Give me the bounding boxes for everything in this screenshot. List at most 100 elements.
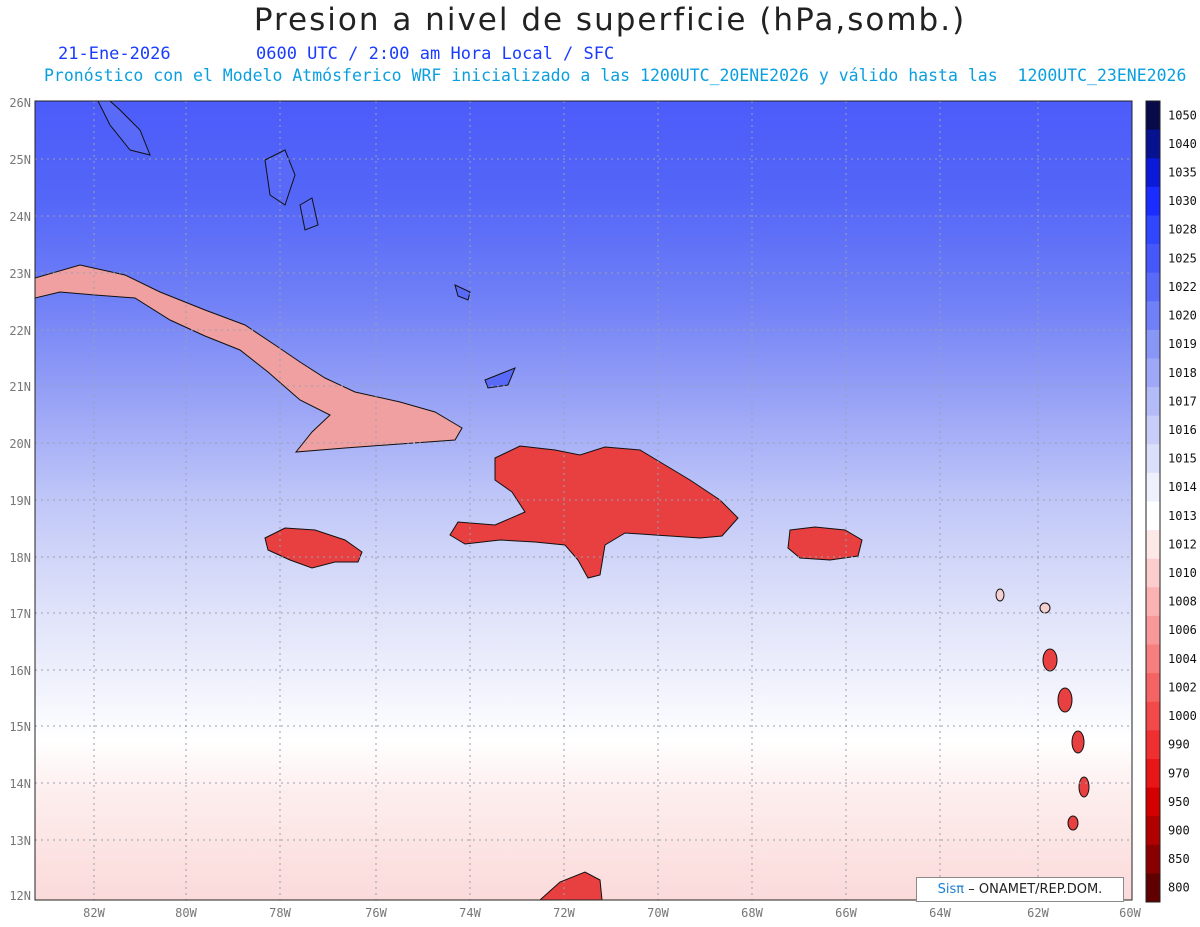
colorbar-label: 1020 <box>1168 309 1197 323</box>
lat-label: 25N <box>9 153 31 167</box>
lon-label: 66W <box>835 906 857 920</box>
colorbar-label: 1015 <box>1168 452 1197 466</box>
colorbar-label: 950 <box>1168 795 1190 809</box>
colorbar-label: 1014 <box>1168 480 1197 494</box>
colorbar-label: 1002 <box>1168 680 1197 694</box>
lat-label: 19N <box>9 494 31 508</box>
colorbar-swatch <box>1146 301 1160 331</box>
colorbar-swatch <box>1146 158 1160 188</box>
south-america-coast <box>539 871 603 900</box>
lat-label: 16N <box>9 664 31 678</box>
colorbar-swatch <box>1146 587 1160 617</box>
latitude-labels: 26N 25N 24N 23N 22N 21N 20N 19N 18N 17N … <box>9 96 31 903</box>
colorbar-swatch <box>1146 215 1160 245</box>
colorbar-swatch <box>1146 329 1160 359</box>
colorbar-label: 1030 <box>1168 194 1197 208</box>
colorbar-swatch <box>1146 244 1160 274</box>
lon-label: 70W <box>647 906 669 920</box>
colorbar-label: 1016 <box>1168 423 1197 437</box>
colorbar-label: 1017 <box>1168 394 1197 408</box>
colorbar-swatch <box>1146 873 1160 903</box>
colorbar-swatch <box>1146 530 1160 560</box>
colorbar-swatch <box>1146 787 1160 817</box>
map-title: Presion a nivel de superficie (hPa,somb.… <box>253 2 967 38</box>
lon-label: 80W <box>175 906 197 920</box>
lat-label: 14N <box>9 777 31 791</box>
colorbar-swatch <box>1146 644 1160 674</box>
colorbar-swatch <box>1146 758 1160 789</box>
colorbar-label: 970 <box>1168 766 1190 780</box>
colorbar-label: 1050 <box>1168 108 1197 122</box>
map-frame <box>34 100 1133 901</box>
lat-label: 23N <box>9 267 31 281</box>
colorbar-swatch <box>1146 701 1160 731</box>
lat-label: 26N <box>9 96 31 110</box>
colorbar-swatch <box>1146 730 1160 760</box>
valid-time: 0600 UTC / 2:00 am Hora Local / SFC <box>256 44 615 64</box>
lat-label: 18N <box>9 551 31 565</box>
puerto-rico-land <box>787 526 863 561</box>
colorbar-label: 1022 <box>1168 280 1197 294</box>
colorbar-label: 900 <box>1168 823 1190 837</box>
colorbar-swatch <box>1146 186 1160 216</box>
lon-label: 72W <box>553 906 575 920</box>
colorbar-label: 1040 <box>1168 137 1197 151</box>
lon-label: 78W <box>269 906 291 920</box>
colorbar-label: 1010 <box>1168 566 1197 580</box>
colorbar-swatch <box>1146 558 1160 588</box>
credit-text: – ONAMET/REP.DOM. <box>968 882 1103 897</box>
colorbar-swatch <box>1146 387 1160 417</box>
lat-label: 13N <box>9 834 31 848</box>
colorbar-swatch <box>1146 844 1160 874</box>
lat-lon-grid <box>35 101 1132 900</box>
lon-label: 64W <box>929 906 951 920</box>
lon-label: 74W <box>459 906 481 920</box>
longitude-labels: 82W 80W 78W 76W 74W 72W 70W 68W 66W 64W … <box>83 906 1141 920</box>
colorbar-label: 1004 <box>1168 652 1197 666</box>
colorbar-swatch <box>1146 129 1160 159</box>
valid-date: 21-Ene-2026 <box>58 44 171 64</box>
colorbar-swatch <box>1146 673 1160 703</box>
lat-label: 21N <box>9 380 31 394</box>
lesser-antilles <box>995 588 1090 831</box>
colorbar-label: 1025 <box>1168 251 1197 265</box>
colorbar-swatch <box>1146 501 1160 531</box>
colorbar-label: 850 <box>1168 852 1190 866</box>
colorbar-label: 1006 <box>1168 623 1197 637</box>
lat-label: 20N <box>9 437 31 451</box>
colorbar-label: 800 <box>1168 881 1190 895</box>
colorbar-label: 1028 <box>1168 223 1197 237</box>
lon-label: 76W <box>365 906 387 920</box>
colorbar-swatch <box>1146 272 1160 302</box>
colorbar-label: 1000 <box>1168 709 1197 723</box>
lon-label: 62W <box>1027 906 1049 920</box>
colorbar-swatch <box>1146 444 1160 474</box>
credit-box: Sisπ – ONAMET/REP.DOM. <box>916 877 1124 902</box>
colorbar-label: 1012 <box>1168 537 1197 551</box>
lat-label: 12N <box>9 889 31 903</box>
model-init-line: Pronóstico con el Modelo Atmósferico WRF… <box>44 66 1187 85</box>
colorbar-swatch <box>1146 472 1160 502</box>
lat-label: 24N <box>9 210 31 224</box>
lon-label: 82W <box>83 906 105 920</box>
colorbar: 1050 1040 1035 1030 1028 1025 1022 1020 1019 1018… <box>1145 100 1197 903</box>
colorbar-label: 1019 <box>1168 337 1197 351</box>
sispi-logo: Sisπ <box>937 882 965 897</box>
lat-label: 17N <box>9 607 31 621</box>
colorbar-label: 1018 <box>1168 366 1197 380</box>
lon-label: 60W <box>1119 906 1141 920</box>
lat-label: 15N <box>9 720 31 734</box>
colorbar-swatch <box>1146 816 1160 846</box>
colorbar-frame <box>1145 100 1161 903</box>
colorbar-label: 1035 <box>1168 166 1197 180</box>
colorbar-swatch <box>1146 101 1160 131</box>
colorbar-swatch <box>1146 415 1160 445</box>
colorbar-label: 1013 <box>1168 509 1197 523</box>
colorbar-swatch <box>1146 615 1160 646</box>
cuba-land <box>35 264 463 453</box>
colorbar-label: 990 <box>1168 738 1190 752</box>
lat-label: 22N <box>9 324 31 338</box>
lon-label: 68W <box>741 906 763 920</box>
bahamas-florida <box>97 101 516 389</box>
